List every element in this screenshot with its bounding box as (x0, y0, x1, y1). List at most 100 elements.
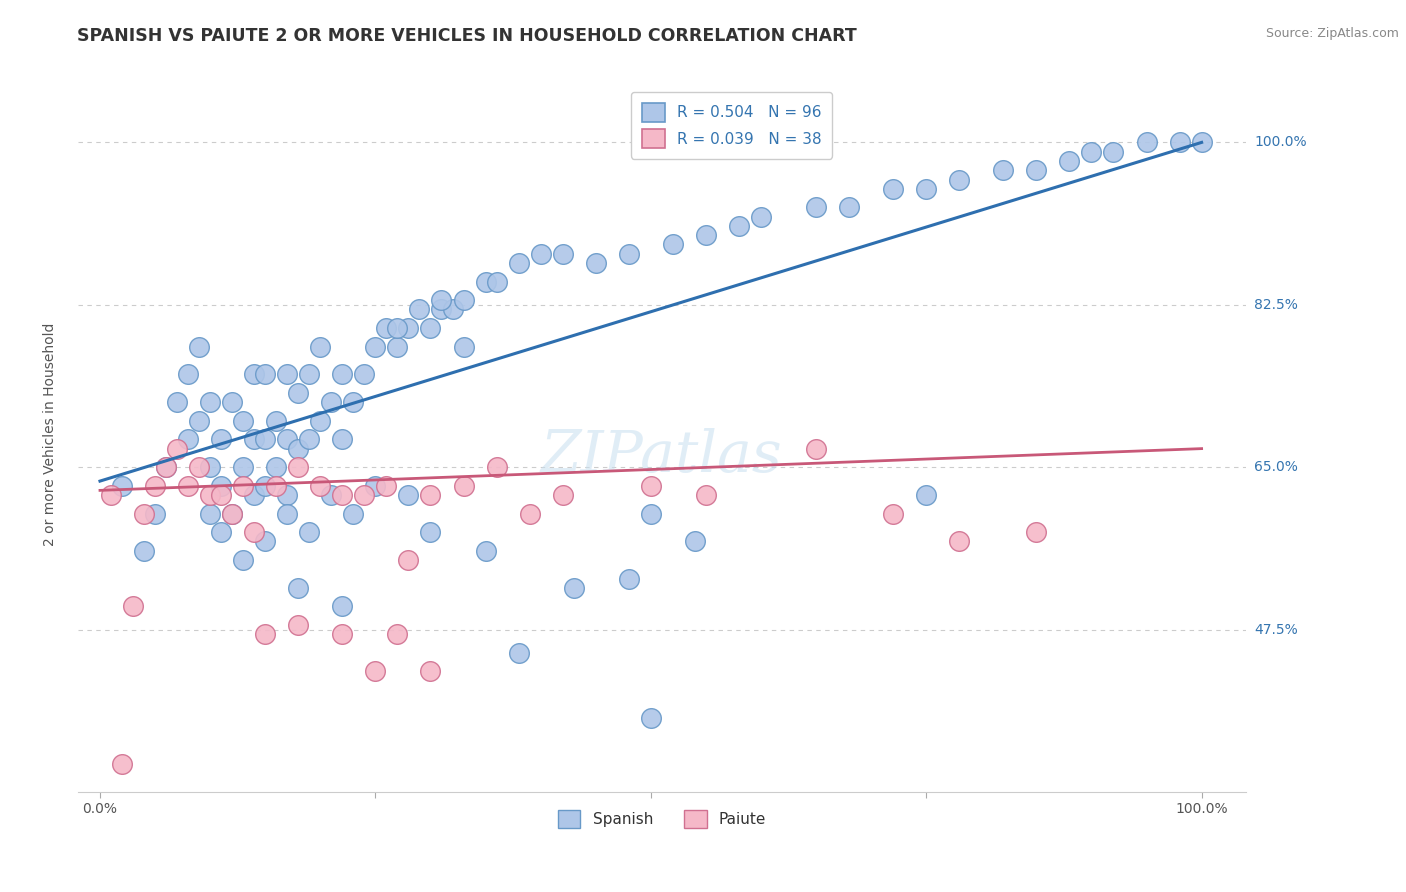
Legend: Spanish, Paiute: Spanish, Paiute (551, 804, 772, 834)
Point (430, 302, 453, 317)
Point (309, 479, 332, 493)
Point (1135, 136, 1157, 150)
Point (276, 368, 298, 382)
Point (993, 163, 1015, 178)
Point (298, 433, 321, 447)
Point (100, 488, 122, 502)
Point (330, 433, 353, 447)
Point (132, 543, 155, 558)
Point (915, 488, 938, 502)
Point (276, 507, 298, 521)
Point (695, 228, 717, 243)
Point (1059, 153, 1081, 168)
Point (243, 525, 266, 540)
Point (221, 507, 243, 521)
Point (551, 246, 574, 260)
Point (177, 368, 200, 382)
Point (640, 507, 662, 521)
Point (209, 525, 232, 540)
Point (387, 340, 409, 354)
Point (485, 460, 508, 475)
Point (1080, 145, 1102, 159)
Point (453, 479, 475, 493)
Text: 47.5%: 47.5% (1254, 623, 1298, 637)
Point (188, 414, 211, 428)
Point (143, 479, 166, 493)
Point (166, 395, 188, 409)
Point (948, 172, 970, 186)
Point (254, 433, 277, 447)
Point (111, 479, 134, 493)
Point (232, 479, 254, 493)
Text: SPANISH VS PAIUTE 2 OR MORE VEHICLES IN HOUSEHOLD CORRELATION CHART: SPANISH VS PAIUTE 2 OR MORE VEHICLES IN … (77, 27, 858, 45)
Point (309, 340, 332, 354)
Point (342, 395, 364, 409)
Point (188, 460, 211, 475)
Point (453, 293, 475, 307)
Point (221, 395, 243, 409)
Point (166, 442, 188, 456)
Point (232, 553, 254, 567)
Point (321, 488, 343, 502)
Point (254, 479, 277, 493)
Point (640, 711, 662, 725)
Point (474, 275, 496, 289)
Point (508, 256, 530, 270)
Point (287, 386, 309, 401)
Point (453, 340, 475, 354)
Point (695, 488, 717, 502)
Point (585, 256, 607, 270)
Point (474, 543, 496, 558)
Point (209, 488, 232, 502)
Point (309, 414, 332, 428)
Point (419, 321, 441, 335)
Point (243, 433, 266, 447)
Point (408, 302, 430, 317)
Point (430, 293, 453, 307)
Point (287, 442, 309, 456)
Point (375, 321, 398, 335)
Point (209, 479, 232, 493)
Point (375, 479, 398, 493)
Point (111, 757, 134, 772)
Point (882, 182, 904, 196)
Point (264, 460, 287, 475)
Point (330, 488, 353, 502)
Point (232, 460, 254, 475)
Point (562, 581, 585, 595)
Point (243, 488, 266, 502)
Text: 100.0%: 100.0% (1254, 136, 1306, 149)
Point (396, 553, 419, 567)
Point (122, 599, 145, 614)
Point (321, 395, 343, 409)
Point (364, 665, 387, 679)
Text: ZIPatlas: ZIPatlas (541, 428, 783, 484)
Point (276, 433, 298, 447)
Point (551, 488, 574, 502)
Point (155, 460, 177, 475)
Point (177, 433, 200, 447)
Point (254, 368, 277, 382)
Point (749, 210, 772, 224)
Point (298, 525, 321, 540)
Point (728, 219, 751, 233)
Point (221, 507, 243, 521)
Point (287, 460, 309, 475)
Point (419, 525, 441, 540)
Point (264, 414, 287, 428)
Point (508, 646, 530, 660)
Point (243, 368, 266, 382)
Point (232, 414, 254, 428)
Point (198, 460, 221, 475)
Point (254, 534, 277, 549)
Point (254, 627, 277, 641)
Point (617, 246, 640, 260)
Point (1168, 136, 1191, 150)
Text: 65.0%: 65.0% (1254, 460, 1298, 475)
Point (177, 479, 200, 493)
Point (387, 321, 409, 335)
Point (1102, 145, 1125, 159)
Point (396, 321, 419, 335)
Point (364, 340, 387, 354)
Point (617, 572, 640, 586)
